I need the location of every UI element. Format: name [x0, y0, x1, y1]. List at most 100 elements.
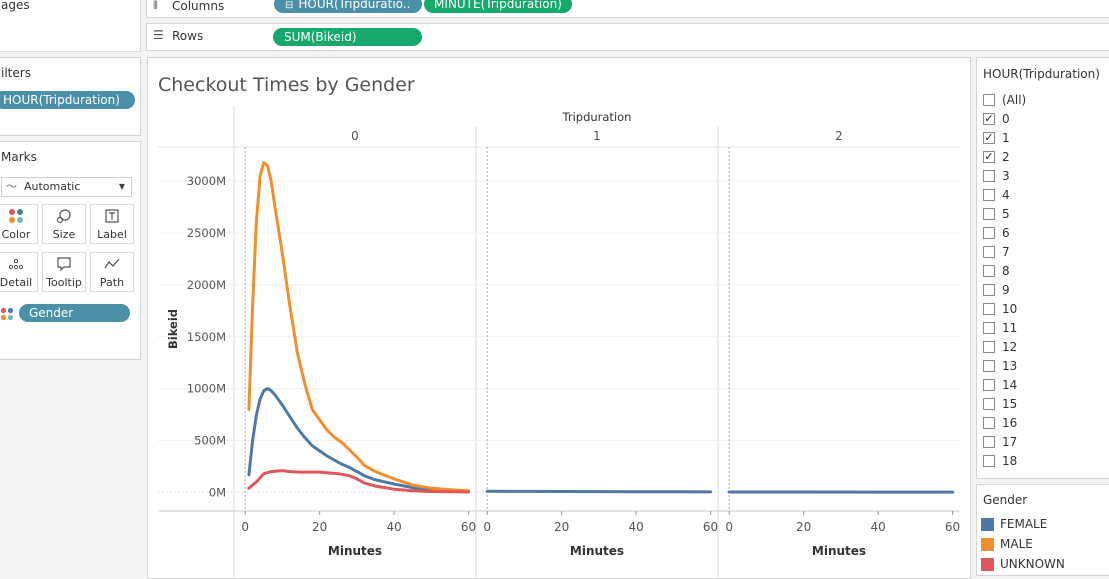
- rows-label: Rows: [172, 29, 203, 43]
- x-tick-label: 40: [870, 520, 885, 534]
- filter-item[interactable]: 11: [983, 318, 1017, 337]
- checkbox[interactable]: ✓: [983, 151, 995, 163]
- filter-item[interactable]: 4: [983, 185, 1010, 204]
- filter-item-label: 4: [1002, 188, 1010, 202]
- filter-item[interactable]: 3: [983, 166, 1010, 185]
- y-tick-label: 3000M: [187, 174, 226, 188]
- filter-item[interactable]: 10: [983, 299, 1017, 318]
- filter-item-label: 7: [1002, 245, 1010, 259]
- mark-label-button[interactable]: Label: [90, 204, 134, 244]
- checkbox[interactable]: ✓: [983, 113, 995, 125]
- path-icon: [91, 256, 133, 276]
- columns-pill-minute[interactable]: MINUTE(Tripduration): [424, 0, 572, 13]
- mark-color-label: Color: [0, 228, 37, 241]
- filter-item[interactable]: 17: [983, 432, 1017, 451]
- rows-pill-sum-bikeid[interactable]: SUM(Bikeid): [273, 28, 422, 46]
- y-tick-label: 500M: [194, 433, 226, 447]
- filter-item[interactable]: ✓1: [983, 128, 1010, 147]
- filter-pill-hour[interactable]: HOUR(Tripduration): [0, 91, 135, 109]
- mark-path-label: Path: [91, 276, 133, 289]
- mark-type-label: Automatic: [24, 178, 80, 196]
- mark-detail-button[interactable]: Detail: [0, 252, 38, 292]
- detail-icon: [0, 256, 37, 276]
- filter-item-label: 0: [1002, 112, 1010, 126]
- filter-item-label: 16: [1002, 416, 1017, 430]
- filter-item[interactable]: 8: [983, 261, 1010, 280]
- checkbox[interactable]: [983, 436, 995, 448]
- filter-item[interactable]: ✓2: [983, 147, 1010, 166]
- mark-tooltip-button[interactable]: Tooltip: [42, 252, 86, 292]
- checkbox[interactable]: [983, 341, 995, 353]
- x-axis-label: Minutes: [328, 544, 382, 558]
- checkbox[interactable]: [983, 360, 995, 372]
- filter-item-label: 15: [1002, 397, 1017, 411]
- checkbox[interactable]: [983, 417, 995, 429]
- x-tick-label: 0: [241, 520, 249, 534]
- checkbox[interactable]: [983, 379, 995, 391]
- checkbox[interactable]: [983, 94, 995, 106]
- mark-tooltip-label: Tooltip: [43, 276, 85, 289]
- filter-item[interactable]: 13: [983, 356, 1017, 375]
- filter-item-label: 8: [1002, 264, 1010, 278]
- checkbox[interactable]: [983, 398, 995, 410]
- columns-pill-hour-label: HOUR(Tripduratio..: [298, 0, 410, 11]
- filter-item-label: 17: [1002, 435, 1017, 449]
- x-tick-label: 60: [945, 520, 960, 534]
- filter-item[interactable]: 9: [983, 280, 1010, 299]
- checkbox[interactable]: [983, 284, 995, 296]
- series-line-female: [487, 491, 710, 492]
- filter-item-label: 2: [1002, 150, 1010, 164]
- filter-item[interactable]: 16: [983, 413, 1017, 432]
- gender-pill[interactable]: Gender: [19, 304, 130, 322]
- y-axis-label: Bikeid: [166, 309, 180, 349]
- mark-path-button[interactable]: Path: [90, 252, 134, 292]
- filter-item-label: 3: [1002, 169, 1010, 183]
- filter-item[interactable]: 5: [983, 204, 1010, 223]
- legend-item[interactable]: UNKNOWN: [981, 556, 1065, 572]
- legend-item[interactable]: MALE: [981, 536, 1033, 552]
- x-tick-label: 40: [628, 520, 643, 534]
- filter-item-label: 12: [1002, 340, 1017, 354]
- legend-swatch: [981, 558, 994, 571]
- columns-icon: ⦀: [153, 0, 158, 13]
- filter-item[interactable]: 18: [983, 451, 1017, 470]
- checkbox[interactable]: [983, 227, 995, 239]
- checkbox[interactable]: [983, 455, 995, 467]
- checkbox[interactable]: [983, 246, 995, 258]
- checkbox[interactable]: [983, 303, 995, 315]
- checkbox[interactable]: [983, 322, 995, 334]
- filter-item[interactable]: 7: [983, 242, 1010, 261]
- line-mark-icon: 〜: [6, 178, 17, 196]
- color-icon: [0, 208, 37, 228]
- mark-color-button[interactable]: Color: [0, 204, 38, 244]
- checkbox[interactable]: [983, 189, 995, 201]
- checkbox[interactable]: ✓: [983, 132, 995, 144]
- legend-item[interactable]: FEMALE: [981, 516, 1047, 532]
- marks-card: Marks 〜 Automatic ▼ Color Size Label Det…: [0, 141, 141, 360]
- mark-type-dropdown[interactable]: 〜 Automatic ▼: [1, 177, 132, 197]
- filter-item-label: 14: [1002, 378, 1017, 392]
- filter-item[interactable]: 14: [983, 375, 1017, 394]
- legend-title: Gender: [983, 493, 1027, 507]
- x-tick-label: 0: [725, 520, 733, 534]
- marks-title: Marks: [1, 150, 37, 164]
- filter-item-label: 13: [1002, 359, 1017, 373]
- filter-item[interactable]: ✓0: [983, 109, 1010, 128]
- filter-item[interactable]: 12: [983, 337, 1017, 356]
- y-tick-label: 2000M: [187, 278, 226, 292]
- series-line-female: [249, 389, 469, 492]
- y-tick-label: 0M: [209, 485, 226, 499]
- mark-size-label: Size: [43, 228, 85, 241]
- columns-pill-hour[interactable]: ⊟HOUR(Tripduratio..: [274, 0, 422, 13]
- filter-item[interactable]: 6: [983, 223, 1010, 242]
- filter-item[interactable]: (All): [983, 90, 1026, 109]
- checkbox[interactable]: [983, 208, 995, 220]
- filter-item-label: 5: [1002, 207, 1010, 221]
- x-tick-label: 60: [461, 520, 476, 534]
- mark-size-button[interactable]: Size: [42, 204, 86, 244]
- checkbox[interactable]: [983, 170, 995, 182]
- filter-item[interactable]: 15: [983, 394, 1017, 413]
- checkbox[interactable]: [983, 265, 995, 277]
